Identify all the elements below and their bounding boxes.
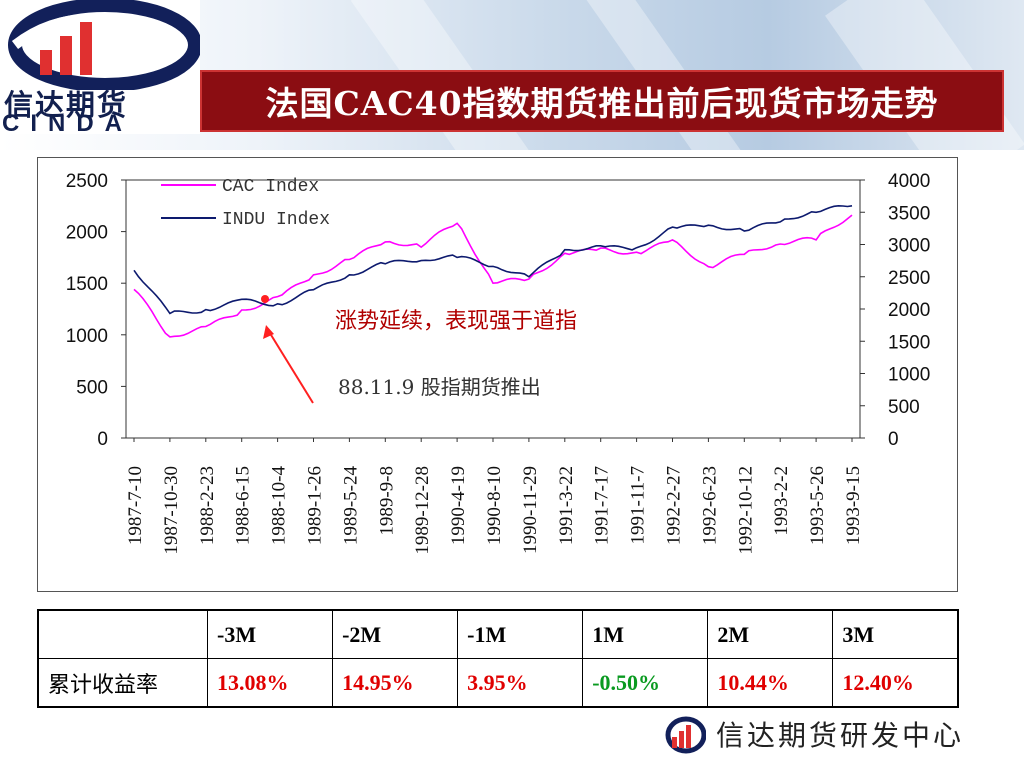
- x-tick-label: 1988-2-23: [197, 466, 218, 545]
- table-header-cell: 1M: [582, 609, 709, 659]
- returns-table: -3M -2M -1M 1M 2M 3M 累计收益率 13.08% 14.95%…: [37, 609, 959, 708]
- y-right-tick-label: 2500: [888, 268, 930, 289]
- x-tick-label: 1990-11-29: [520, 466, 541, 554]
- title-bar: 法国CAC40指数期货推出前后现货市场走势: [200, 70, 1004, 132]
- legend-label-cac: CAC Index: [222, 177, 319, 197]
- x-tick-label: 1991-11-7: [628, 466, 649, 544]
- table-header-cell: 2M: [707, 609, 834, 659]
- logo-chinese-text: 信达期货: [4, 88, 129, 122]
- x-tick-label: 1989-5-24: [340, 466, 361, 546]
- footer-logo-icon: [665, 716, 706, 754]
- x-tick-label: 1993-5-26: [807, 466, 828, 545]
- x-tick-label: 1987-7-10: [125, 466, 146, 545]
- launch-arrow-head: [263, 325, 274, 339]
- y-left-tick-label: 1000: [66, 326, 108, 347]
- table-header-cell: -1M: [457, 609, 584, 659]
- return-cell: 13.08%: [206, 658, 334, 708]
- x-tick-label: 1993-2-2: [771, 466, 792, 536]
- x-tick-label: 1990-4-19: [448, 466, 469, 545]
- series-line-indu: [133, 204, 853, 315]
- company-logo: 信达期货 CINDA: [0, 0, 202, 137]
- table-header-cell: -2M: [332, 609, 459, 659]
- x-tick-label: 1989-12-28: [412, 466, 433, 555]
- launch-marker: [261, 295, 269, 303]
- return-cell: 10.44%: [707, 658, 834, 708]
- x-tick-label: 1991-7-17: [592, 466, 613, 545]
- y-right-tick-label: 3500: [888, 203, 930, 224]
- y-right-tick-label: 500: [888, 397, 920, 418]
- x-tick-label: 1990-8-10: [484, 466, 505, 545]
- series-line-cac: [133, 214, 853, 338]
- trend-annotation: 涨势延续，表现强于道指: [335, 309, 577, 334]
- logo-english-text: CINDA: [2, 110, 133, 137]
- table-header-cell: -3M: [206, 609, 334, 659]
- y-right-tick-label: 1500: [888, 332, 930, 353]
- y-right-tick-label: 1000: [888, 365, 930, 386]
- x-tick-label: 1991-3-22: [556, 466, 577, 545]
- table-row: 累计收益率 13.08% 14.95% 3.95% -0.50% 10.44% …: [37, 658, 959, 708]
- x-tick-label: 1992-2-27: [664, 466, 685, 545]
- x-tick-label: 1989-9-8: [376, 466, 397, 536]
- logo-emblem-icon: [8, 0, 202, 92]
- y-left-tick-label: 2000: [66, 223, 108, 244]
- x-tick-label: 1992-6-23: [699, 466, 720, 545]
- launch-arrow: [267, 329, 314, 404]
- table-header-cell: [37, 609, 208, 659]
- x-tick-label: 1988-6-15: [233, 466, 254, 545]
- y-right-tick-label: 0: [888, 429, 899, 450]
- y-right-tick-label: 3000: [888, 236, 930, 257]
- page-title: 法国CAC40指数期货推出前后现货市场走势: [265, 84, 939, 123]
- x-tick-label: 1992-10-12: [735, 466, 756, 555]
- legend-label-indu: INDU Index: [222, 210, 330, 230]
- table-header-cell: 3M: [832, 609, 959, 659]
- x-tick-label: 1987-10-30: [161, 466, 182, 555]
- return-cell: 12.40%: [832, 658, 959, 708]
- y-left-tick-label: 500: [76, 377, 108, 398]
- table-header-row: -3M -2M -1M 1M 2M 3M: [37, 609, 959, 659]
- row-label: 累计收益率: [37, 658, 208, 708]
- launch-annotation: 88.11.9 股指期货推出: [338, 375, 541, 399]
- y-right-tick-label: 2000: [888, 300, 930, 321]
- line-chart: 2500 2000 1500 1000 500 0 4000 3500 3000 2500 200…: [66, 171, 931, 555]
- chart-legend: CAC Index INDU Index: [161, 177, 330, 230]
- return-cell: 14.95%: [332, 658, 459, 708]
- y-left-tick-label: 0: [97, 429, 108, 450]
- chart-frame: 2500 2000 1500 1000 500 0 4000 3500 3000 2500 200…: [37, 157, 958, 592]
- x-tick-label: 1989-1-26: [305, 466, 326, 545]
- footer-text: 信达期货研发中心: [716, 719, 965, 752]
- x-tick-label: 1988-10-4: [269, 466, 290, 546]
- y-left-tick-label: 2500: [66, 171, 108, 192]
- y-right-tick-label: 4000: [888, 171, 930, 192]
- return-cell: 3.95%: [457, 658, 584, 708]
- return-cell: -0.50%: [582, 658, 709, 708]
- y-left-tick-label: 1500: [66, 274, 108, 295]
- x-tick-label: 1993-9-15: [843, 466, 864, 545]
